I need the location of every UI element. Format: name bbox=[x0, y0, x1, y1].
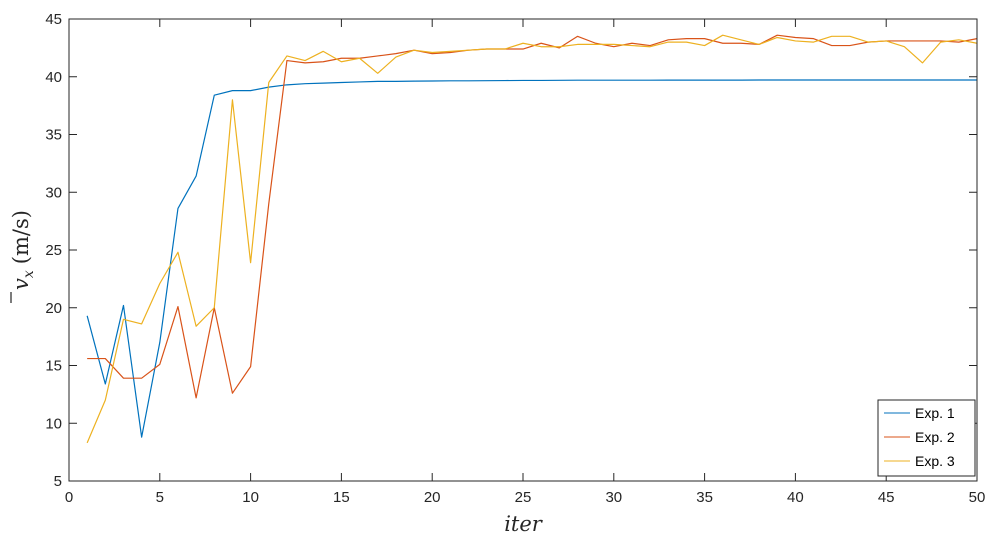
y-axis-title-units: (m/s) bbox=[9, 210, 33, 264]
y-axis-title-subscript: x bbox=[21, 270, 37, 278]
x-tick-label: 50 bbox=[969, 489, 986, 506]
y-tick-label: 25 bbox=[45, 242, 62, 259]
x-tick-label: 0 bbox=[65, 489, 73, 506]
x-axis-title: iter bbox=[504, 512, 544, 536]
y-tick-label: 5 bbox=[54, 473, 62, 490]
y-tick-label: 20 bbox=[45, 300, 62, 317]
x-tick-label: 15 bbox=[333, 489, 350, 506]
plot-background bbox=[69, 19, 977, 481]
svg-text:vx(m/s): vx (m/s) bbox=[9, 210, 37, 290]
y-axis-title: vx (m/s) bbox=[9, 210, 37, 303]
y-tick-label: 40 bbox=[45, 69, 62, 86]
x-tick-label: 10 bbox=[242, 489, 259, 506]
legend-item: Exp. 2 bbox=[884, 429, 955, 445]
y-tick-label: 45 bbox=[45, 11, 62, 28]
x-tick-label: 25 bbox=[515, 489, 532, 506]
series-line-exp-3 bbox=[86, 34, 978, 444]
legend: Exp. 1 Exp. 2 Exp. 3 bbox=[877, 399, 976, 477]
x-tick-label: 35 bbox=[696, 489, 713, 506]
series-line-exp-1 bbox=[86, 79, 977, 438]
y-tick-label: 10 bbox=[45, 415, 62, 432]
legend-item: Exp. 3 bbox=[884, 453, 955, 469]
legend-label: Exp. 3 bbox=[915, 453, 955, 469]
y-tick-label: 15 bbox=[45, 358, 62, 375]
x-tick-label: 20 bbox=[424, 489, 441, 506]
legend-label: Exp. 1 bbox=[915, 405, 955, 421]
y-tick-label: 35 bbox=[45, 127, 62, 144]
y-axis-title-symbol: v bbox=[9, 278, 33, 290]
legend-item: Exp. 1 bbox=[884, 405, 955, 421]
y-tick-label: 30 bbox=[45, 184, 62, 201]
x-tick-label: 30 bbox=[605, 489, 622, 506]
legend-label: Exp. 2 bbox=[915, 429, 955, 445]
x-tick-label: 5 bbox=[156, 489, 164, 506]
series-line-exp-2 bbox=[87, 34, 978, 399]
x-tick-label: 40 bbox=[787, 489, 804, 506]
x-tick-label: 45 bbox=[878, 489, 895, 506]
series-layer bbox=[86, 34, 978, 444]
